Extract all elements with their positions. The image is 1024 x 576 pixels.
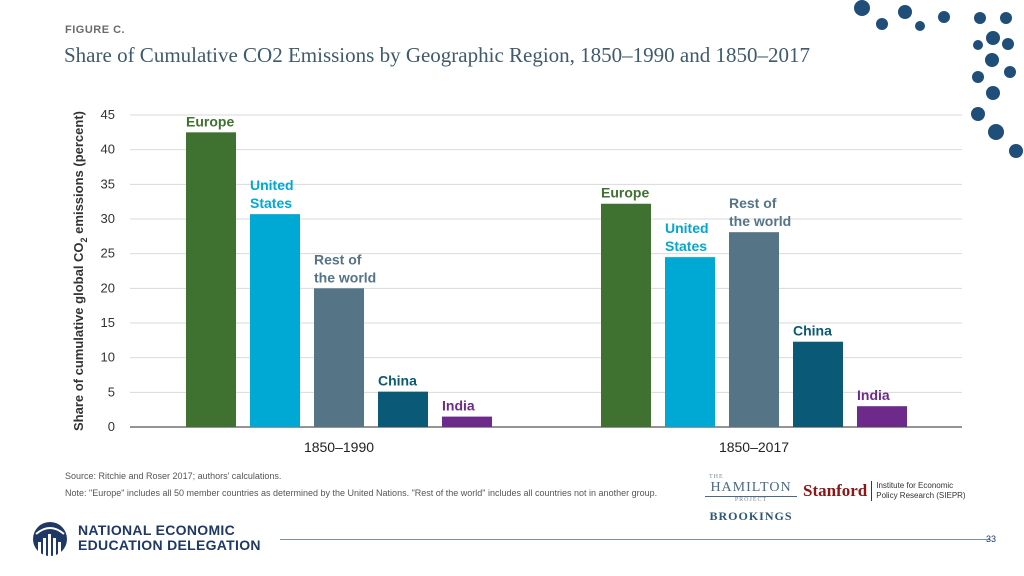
dot-icon xyxy=(898,5,912,19)
bar-label: Rest of xyxy=(729,195,777,211)
bar-united-states xyxy=(250,214,300,427)
y-tick-label: 40 xyxy=(101,142,115,157)
y-tick-label: 25 xyxy=(101,246,115,261)
hamilton-top-text: THE xyxy=(709,474,724,480)
source-note: Source: Ritchie and Roser 2017; authors'… xyxy=(65,471,282,481)
bar-label: United xyxy=(250,177,294,193)
dot-icon xyxy=(973,40,983,50)
bar-label: the world xyxy=(314,269,376,285)
footnote: Note: "Europe" includes all 50 member co… xyxy=(65,488,658,498)
bar-label: India xyxy=(857,387,890,403)
org-name: NATIONAL ECONOMIC EDUCATION DELEGATION xyxy=(78,523,261,553)
bar-label: United xyxy=(665,220,709,236)
bar-label: States xyxy=(665,238,707,254)
bar-rest-of-the-world xyxy=(314,288,364,427)
dot-icon xyxy=(1002,38,1014,50)
bar-united-states xyxy=(665,257,715,427)
dot-icon xyxy=(985,53,999,67)
bar-label: India xyxy=(442,398,475,414)
dot-icon xyxy=(915,21,925,31)
y-tick-label: 30 xyxy=(101,211,115,226)
y-tick-label: 5 xyxy=(108,384,115,399)
org-name-line2: EDUCATION DELEGATION xyxy=(78,537,261,553)
stanford-name: Stanford xyxy=(803,481,873,501)
brookings-name: BROOKINGS xyxy=(709,509,793,523)
x-group-label: 1850–1990 xyxy=(304,439,374,455)
y-tick-label: 0 xyxy=(108,419,115,434)
x-group-label: 1850–2017 xyxy=(719,439,789,455)
bar-india xyxy=(442,416,492,427)
y-tick-label: 20 xyxy=(101,280,115,295)
siepr-name: Institute for Economic Policy Research (… xyxy=(876,481,966,500)
bar-label: States xyxy=(250,195,292,211)
dot-icon xyxy=(988,124,1004,140)
bar-label: China xyxy=(793,323,832,339)
bar-label: Europe xyxy=(186,113,234,129)
dot-icon xyxy=(974,12,986,24)
y-axis-label-subscript: 2 xyxy=(79,237,89,242)
bar-label: Rest of xyxy=(314,251,362,267)
stanford-siepr-logo: Stanford Institute for Economic Policy R… xyxy=(803,481,976,501)
y-axis-label-part: Share of cumulative global CO xyxy=(71,242,86,431)
hamilton-name: HAMILTON xyxy=(705,480,797,497)
dot-icon xyxy=(986,31,1000,45)
page-number: 33 xyxy=(986,534,997,544)
y-tick-label: 45 xyxy=(101,107,115,122)
footer-divider xyxy=(280,539,990,540)
bar-europe xyxy=(186,132,236,428)
bar-china xyxy=(378,391,428,427)
y-axis-label-part: emissions (percent) xyxy=(71,111,86,237)
y-tick-label: 10 xyxy=(101,350,115,365)
org-name-line1: NATIONAL ECONOMIC xyxy=(78,522,236,538)
bar-rest-of-the-world xyxy=(729,232,779,427)
dot-icon xyxy=(1000,12,1012,24)
dot-icon xyxy=(938,11,950,23)
dot-icon xyxy=(1004,66,1016,78)
dot-icon xyxy=(971,107,985,121)
dot-icon xyxy=(986,86,1000,100)
y-tick-label: 15 xyxy=(101,315,115,330)
dot-icon xyxy=(854,0,870,16)
bar-label: China xyxy=(378,373,417,389)
y-tick-label: 35 xyxy=(101,176,115,191)
dot-icon xyxy=(876,18,888,30)
need-logo-icon xyxy=(33,522,67,556)
dot-icon xyxy=(1009,144,1023,158)
hamilton-brookings-logo: THE HAMILTON PROJECT BROOKINGS xyxy=(705,474,797,524)
dot-icon xyxy=(972,71,984,83)
bar-europe xyxy=(601,203,651,427)
bar-india xyxy=(857,406,907,427)
bar-label: Europe xyxy=(601,185,649,201)
hamilton-project: PROJECT xyxy=(734,497,768,503)
figure-label: FIGURE C. xyxy=(65,24,126,36)
y-axis-label: Share of cumulative global CO2 emissions… xyxy=(71,111,89,431)
bar-china xyxy=(793,341,843,427)
bar-label: the world xyxy=(729,213,791,229)
chart-title: Share of Cumulative CO2 Emissions by Geo… xyxy=(64,43,811,67)
